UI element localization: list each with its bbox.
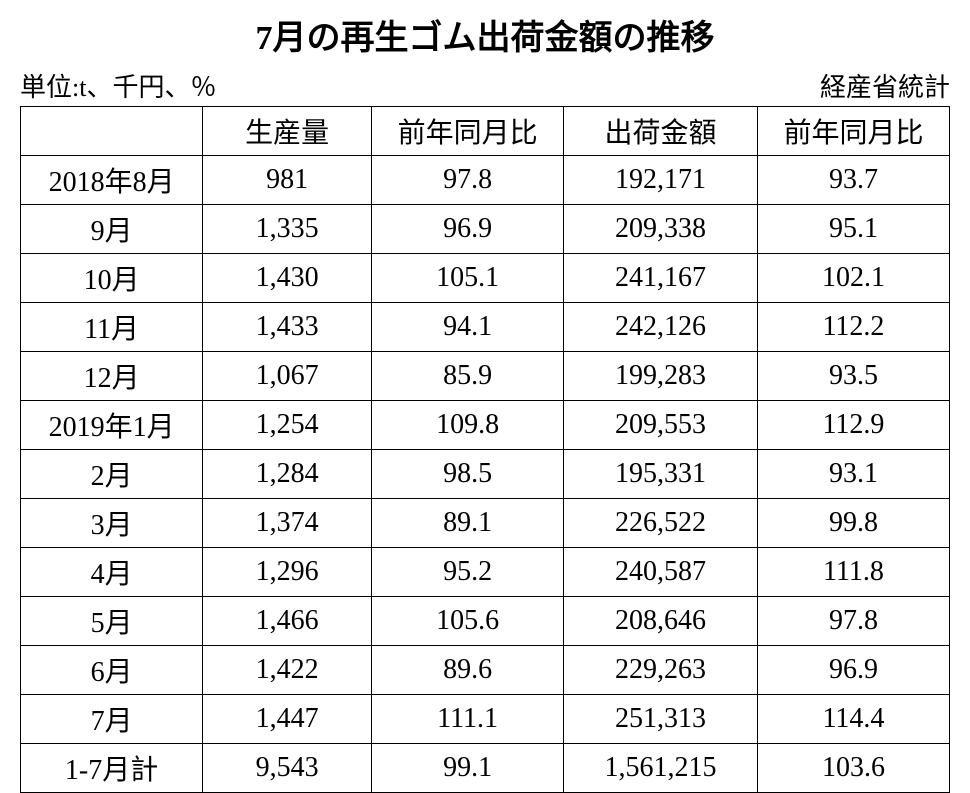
source-label: 経産省統計 bbox=[820, 67, 950, 104]
cell-production: 1,447 bbox=[203, 695, 372, 744]
cell-prod-yoy: 95.2 bbox=[372, 548, 564, 597]
cell-production: 1,335 bbox=[203, 205, 372, 254]
cell-prod-yoy: 105.6 bbox=[372, 597, 564, 646]
data-table: 生産量 前年同月比 出荷金額 前年同月比 2018年8月98197.8192,1… bbox=[20, 106, 950, 793]
cell-prod-yoy: 105.1 bbox=[372, 254, 564, 303]
table-header-row: 生産量 前年同月比 出荷金額 前年同月比 bbox=[21, 107, 950, 156]
col-header-prod-yoy: 前年同月比 bbox=[372, 107, 564, 156]
cell-period: 7月 bbox=[21, 695, 203, 744]
cell-period: 9月 bbox=[21, 205, 203, 254]
cell-shipment: 1,561,215 bbox=[564, 744, 758, 793]
table-row: 12月1,06785.9199,28393.5 bbox=[21, 352, 950, 401]
table-row: 3月1,37489.1226,52299.8 bbox=[21, 499, 950, 548]
cell-production: 1,067 bbox=[203, 352, 372, 401]
cell-ship-yoy: 112.2 bbox=[757, 303, 949, 352]
table-row: 2月1,28498.5195,33193.1 bbox=[21, 450, 950, 499]
table-body: 2018年8月98197.8192,17193.79月1,33596.9209,… bbox=[21, 156, 950, 793]
meta-row: 単位:t、千円、％ 経産省統計 bbox=[20, 67, 950, 104]
cell-production: 1,430 bbox=[203, 254, 372, 303]
cell-period: 6月 bbox=[21, 646, 203, 695]
cell-production: 9,543 bbox=[203, 744, 372, 793]
table-row: 6月1,42289.6229,26396.9 bbox=[21, 646, 950, 695]
table-row: 2018年8月98197.8192,17193.7 bbox=[21, 156, 950, 205]
cell-ship-yoy: 114.4 bbox=[757, 695, 949, 744]
cell-production: 1,296 bbox=[203, 548, 372, 597]
col-header-period bbox=[21, 107, 203, 156]
cell-production: 1,254 bbox=[203, 401, 372, 450]
cell-period: 5月 bbox=[21, 597, 203, 646]
cell-production: 981 bbox=[203, 156, 372, 205]
cell-ship-yoy: 103.6 bbox=[757, 744, 949, 793]
cell-period: 11月 bbox=[21, 303, 203, 352]
cell-shipment: 209,338 bbox=[564, 205, 758, 254]
cell-prod-yoy: 89.1 bbox=[372, 499, 564, 548]
cell-shipment: 251,313 bbox=[564, 695, 758, 744]
table-row: 7月1,447111.1251,313114.4 bbox=[21, 695, 950, 744]
cell-shipment: 208,646 bbox=[564, 597, 758, 646]
cell-period: 2019年1月 bbox=[21, 401, 203, 450]
cell-prod-yoy: 99.1 bbox=[372, 744, 564, 793]
table-row: 11月1,43394.1242,126112.2 bbox=[21, 303, 950, 352]
cell-prod-yoy: 89.6 bbox=[372, 646, 564, 695]
unit-label: 単位:t、千円、％ bbox=[20, 67, 216, 104]
cell-production: 1,374 bbox=[203, 499, 372, 548]
cell-period: 2月 bbox=[21, 450, 203, 499]
col-header-shipment: 出荷金額 bbox=[564, 107, 758, 156]
cell-production: 1,433 bbox=[203, 303, 372, 352]
cell-ship-yoy: 95.1 bbox=[757, 205, 949, 254]
cell-ship-yoy: 102.1 bbox=[757, 254, 949, 303]
cell-period: 3月 bbox=[21, 499, 203, 548]
cell-shipment: 240,587 bbox=[564, 548, 758, 597]
cell-shipment: 199,283 bbox=[564, 352, 758, 401]
cell-prod-yoy: 96.9 bbox=[372, 205, 564, 254]
table-row: 5月1,466105.6208,64697.8 bbox=[21, 597, 950, 646]
cell-shipment: 229,263 bbox=[564, 646, 758, 695]
cell-period: 10月 bbox=[21, 254, 203, 303]
table-row: 10月1,430105.1241,167102.1 bbox=[21, 254, 950, 303]
cell-shipment: 226,522 bbox=[564, 499, 758, 548]
cell-period: 2018年8月 bbox=[21, 156, 203, 205]
page-title: 7月の再生ゴム出荷金額の推移 bbox=[20, 10, 950, 59]
cell-ship-yoy: 97.8 bbox=[757, 597, 949, 646]
cell-shipment: 192,171 bbox=[564, 156, 758, 205]
cell-ship-yoy: 99.8 bbox=[757, 499, 949, 548]
cell-period: 4月 bbox=[21, 548, 203, 597]
cell-prod-yoy: 94.1 bbox=[372, 303, 564, 352]
cell-period: 12月 bbox=[21, 352, 203, 401]
cell-production: 1,466 bbox=[203, 597, 372, 646]
cell-prod-yoy: 109.8 bbox=[372, 401, 564, 450]
table-row: 2019年1月1,254109.8209,553112.9 bbox=[21, 401, 950, 450]
cell-prod-yoy: 85.9 bbox=[372, 352, 564, 401]
table-row: 1-7月計9,54399.11,561,215103.6 bbox=[21, 744, 950, 793]
cell-ship-yoy: 111.8 bbox=[757, 548, 949, 597]
cell-ship-yoy: 93.5 bbox=[757, 352, 949, 401]
cell-ship-yoy: 112.9 bbox=[757, 401, 949, 450]
cell-shipment: 242,126 bbox=[564, 303, 758, 352]
cell-shipment: 241,167 bbox=[564, 254, 758, 303]
cell-shipment: 209,553 bbox=[564, 401, 758, 450]
cell-period: 1-7月計 bbox=[21, 744, 203, 793]
cell-shipment: 195,331 bbox=[564, 450, 758, 499]
table-row: 9月1,33596.9209,33895.1 bbox=[21, 205, 950, 254]
cell-ship-yoy: 96.9 bbox=[757, 646, 949, 695]
cell-prod-yoy: 98.5 bbox=[372, 450, 564, 499]
table-row: 4月1,29695.2240,587111.8 bbox=[21, 548, 950, 597]
cell-ship-yoy: 93.1 bbox=[757, 450, 949, 499]
cell-production: 1,422 bbox=[203, 646, 372, 695]
cell-prod-yoy: 97.8 bbox=[372, 156, 564, 205]
cell-prod-yoy: 111.1 bbox=[372, 695, 564, 744]
cell-production: 1,284 bbox=[203, 450, 372, 499]
col-header-ship-yoy: 前年同月比 bbox=[757, 107, 949, 156]
col-header-production: 生産量 bbox=[203, 107, 372, 156]
cell-ship-yoy: 93.7 bbox=[757, 156, 949, 205]
